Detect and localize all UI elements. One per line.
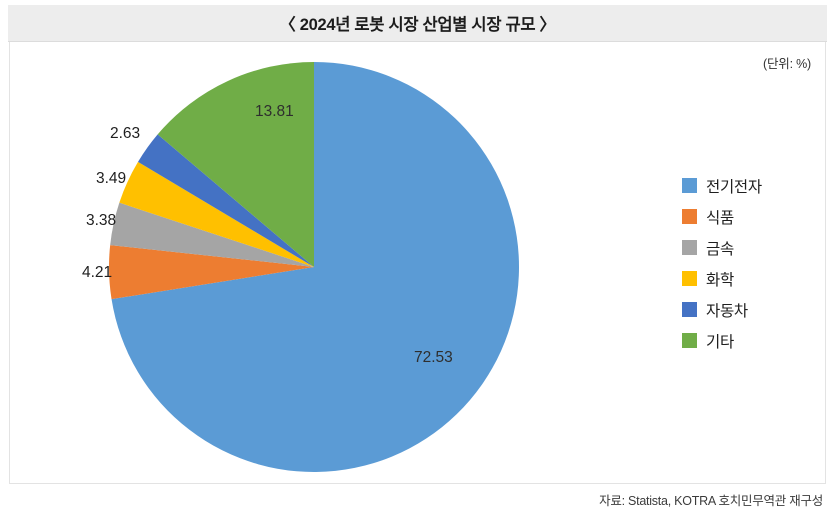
unit-label: (단위: %): [763, 57, 811, 71]
pie-slice-value-label: 2.63: [110, 125, 141, 142]
legend-swatch-icon: [682, 333, 697, 348]
legend-item-automotive[interactable]: 자동차: [682, 294, 812, 325]
pie-slice-value-label: 4.21: [82, 264, 113, 281]
pie-slice-value-label: 3.49: [96, 170, 127, 187]
legend-label: 전기전자: [706, 178, 762, 196]
pie-slice[interactable]: [138, 134, 314, 267]
legend-label: 자동차: [706, 302, 748, 320]
pie-slice-value-label: 72.53: [414, 349, 453, 366]
pie-slice[interactable]: [119, 161, 314, 267]
pie-slice[interactable]: [110, 202, 314, 267]
page-title: 〈 2024년 로봇 시장 산업별 시장 규모 〉: [279, 16, 556, 34]
legend-swatch-icon: [682, 178, 697, 193]
legend-label: 화학: [706, 271, 734, 289]
chart-plot-area: (단위: %) 72.53 4.21 3.38 3.49 2.63 13.81 전기전자 …: [9, 42, 826, 484]
pie-slice[interactable]: [109, 245, 314, 300]
pie-slice[interactable]: [111, 62, 520, 472]
source-note: 자료: Statista, KOTRA 호치민무역관 재구성: [599, 494, 823, 508]
legend-swatch-icon: [682, 209, 697, 224]
legend-label: 식품: [706, 209, 734, 227]
legend-swatch-icon: [682, 271, 697, 286]
pie-slice-value-label: 13.81: [255, 103, 294, 120]
legend-item-metal[interactable]: 금속: [682, 232, 812, 263]
legend-item-chemical[interactable]: 화학: [682, 263, 812, 294]
pie-slice[interactable]: [157, 62, 314, 267]
legend-swatch-icon: [682, 240, 697, 255]
legend-item-other[interactable]: 기타: [682, 325, 812, 356]
legend-item-electronics[interactable]: 전기전자: [682, 170, 812, 201]
pie-slice-value-label: 3.38: [86, 212, 117, 229]
legend-item-food[interactable]: 식품: [682, 201, 812, 232]
pie-svg: [109, 62, 520, 472]
chart-title-band: 〈 2024년 로봇 시장 산업별 시장 규모 〉: [8, 5, 827, 42]
legend-label: 금속: [706, 240, 734, 258]
pie-chart: 72.53 4.21 3.38 3.49 2.63 13.81: [10, 42, 827, 484]
legend-swatch-icon: [682, 302, 697, 317]
legend-label: 기타: [706, 333, 734, 351]
chart-legend: 전기전자 식품 금속 화학 자동차 기타: [682, 170, 812, 356]
